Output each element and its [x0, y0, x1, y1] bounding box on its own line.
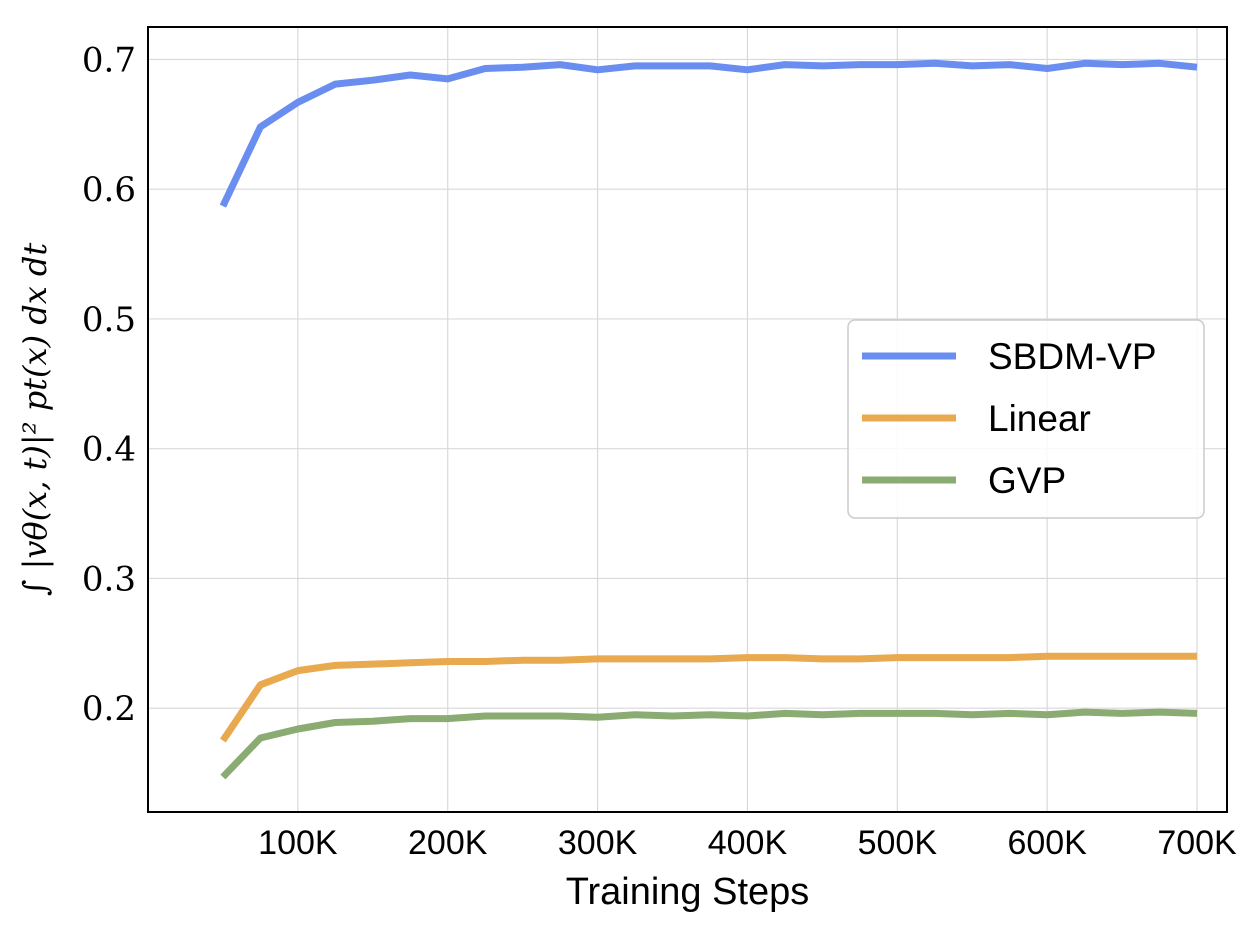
- x-tick-label: 400K: [708, 824, 788, 862]
- legend-frame: [847, 319, 1205, 519]
- y-tick-label: 0.7: [82, 40, 136, 80]
- legend: SBDM-VP Linear GVP: [847, 319, 1205, 519]
- x-axis-ticks: 100K 200K 300K 400K 500K 600K 700K: [258, 824, 1237, 862]
- series-layer: [219, 59, 1198, 780]
- series-line-sbdm-vp: [219, 59, 1198, 208]
- legend-label: SBDM-VP: [988, 336, 1157, 377]
- legend-label: Linear: [988, 398, 1091, 439]
- y-tick-label: 0.2: [82, 689, 136, 729]
- x-axis-label: Training Steps: [566, 871, 810, 913]
- series-line-linear: [219, 652, 1197, 743]
- series-line-gvp: [220, 708, 1198, 780]
- y-tick-label: 0.6: [82, 170, 136, 210]
- x-tick-label: 300K: [558, 824, 638, 862]
- x-tick-label: 100K: [258, 824, 338, 862]
- legend-label: GVP: [988, 460, 1066, 501]
- x-tick-label: 500K: [858, 824, 938, 862]
- x-tick-label: 200K: [408, 824, 488, 862]
- y-tick-label: 0.3: [82, 559, 136, 599]
- y-tick-label: 0.5: [82, 300, 136, 340]
- y-axis-ticks: 0.2 0.3 0.4 0.5 0.6 0.7: [82, 40, 136, 729]
- y-axis-label: ∫ |vθ(x, t)|² pt(x) dx dt: [16, 243, 54, 597]
- x-tick-label: 700K: [1157, 824, 1237, 862]
- y-tick-label: 0.4: [82, 430, 136, 470]
- plot-frame: [147, 26, 1228, 813]
- x-tick-label: 600K: [1007, 824, 1087, 862]
